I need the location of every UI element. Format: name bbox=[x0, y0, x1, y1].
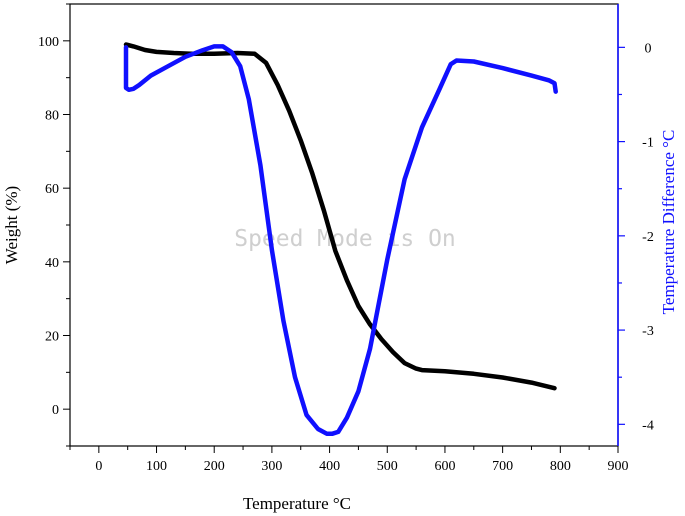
x-tick-label: 0 bbox=[95, 459, 102, 474]
y2-tick-label: -2 bbox=[642, 230, 654, 245]
x-tick-label: 100 bbox=[146, 459, 167, 474]
y-tick-label: 80 bbox=[45, 109, 59, 124]
series-group bbox=[123, 42, 558, 436]
x-axis-ticks: 0 100 200 300 400 500 600 700 800 900 bbox=[69, 446, 629, 474]
y2-tick-label: -4 bbox=[642, 418, 654, 433]
temperature-difference-line bbox=[123, 44, 558, 436]
y2-tick-label: -3 bbox=[642, 324, 654, 339]
x-tick-label: 800 bbox=[550, 459, 571, 474]
temp-diff-start-point bbox=[123, 73, 128, 78]
y2-tick-label: -1 bbox=[642, 136, 654, 151]
y-tick-label: 40 bbox=[45, 256, 59, 271]
weight-line bbox=[123, 42, 557, 391]
y2-axis-ticks: 0 -1 -2 -3 -4 bbox=[618, 41, 654, 433]
x-tick-label: 300 bbox=[261, 459, 282, 474]
plot-frame bbox=[69, 3, 619, 447]
y-tick-label: 100 bbox=[38, 35, 59, 50]
x-tick-label: 500 bbox=[377, 459, 398, 474]
y-axis-ticks: 0 20 40 60 80 100 bbox=[38, 3, 70, 447]
x-tick-label: 700 bbox=[492, 459, 513, 474]
y-tick-label: 60 bbox=[45, 182, 59, 197]
y2-axis-title: Temperature Difference °C bbox=[659, 130, 678, 315]
y2-tick-label: 0 bbox=[645, 41, 652, 56]
x-tick-label: 400 bbox=[319, 459, 340, 474]
y-axis-title: Weight (%) bbox=[2, 186, 21, 264]
x-tick-label: 600 bbox=[434, 459, 455, 474]
x-tick-label: 900 bbox=[608, 459, 629, 474]
x-tick-label: 200 bbox=[204, 459, 225, 474]
temp-diff-start-point bbox=[123, 45, 128, 50]
y-tick-label: 20 bbox=[45, 330, 59, 345]
y-tick-label: 0 bbox=[52, 403, 59, 418]
x-axis-title: Temperature °C bbox=[243, 494, 351, 513]
